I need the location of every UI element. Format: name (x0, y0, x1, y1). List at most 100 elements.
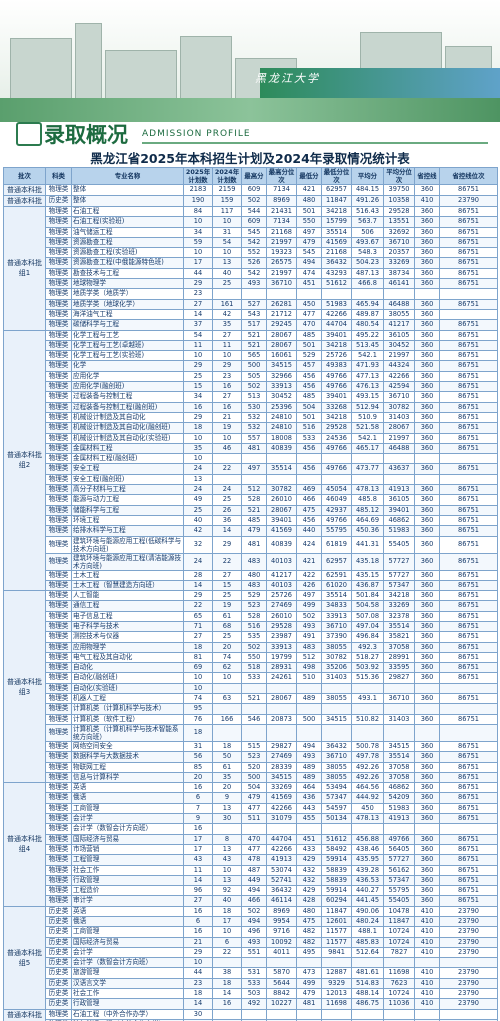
table-cell: 410 (414, 998, 440, 1010)
table-cell: 10 (183, 247, 213, 259)
table-cell (321, 682, 352, 695)
table-cell (351, 703, 384, 715)
batch-cell: 普通本科批组1 (3, 206, 46, 331)
table-cell: 10 (183, 957, 213, 969)
table-cell: 18 (212, 905, 242, 918)
table-cell: 360 (414, 494, 440, 506)
table-cell: 物理类 (45, 484, 72, 496)
table-cell: 历史类 (45, 998, 72, 1010)
table-cell: 63 (212, 693, 242, 705)
table-cell: 物理类 (45, 740, 72, 753)
table-cell: 471.93 (351, 360, 384, 372)
table-cell: 历史类 (45, 926, 72, 938)
table-cell: 563.7 (351, 216, 384, 228)
table-cell: 41217 (383, 319, 415, 331)
table-cell: 485 (296, 391, 322, 403)
major-cell: 会计学 (71, 946, 184, 959)
table-row: 物理类 地球物理学 29 25 493 36710 451 51612 466.8 46141 36… (4, 278, 498, 290)
table-cell: 14 (212, 525, 242, 537)
table-cell (351, 682, 384, 695)
table-cell: 360 (414, 391, 440, 403)
table-cell: 24 (183, 463, 213, 475)
table-cell: 499 (296, 600, 322, 612)
major-cell: 地球物理学 (71, 278, 184, 290)
table-cell: 518 (241, 662, 267, 674)
table-cell: 23 (183, 977, 213, 990)
table-cell: 17 (183, 843, 213, 856)
table-cell: 19323 (266, 247, 297, 259)
table-row: 物理类 建筑环境与能源应用工程(清洁能源技术方向班) 24 22 483 40103 421… (4, 552, 498, 571)
table-cell: 42 (183, 525, 213, 537)
major-cell: 海洋油气工程 (71, 308, 184, 321)
major-cell: 计算机类（软件工程） (71, 713, 184, 725)
table-cell: 59 (183, 236, 213, 249)
table-cell: 23790 (439, 977, 498, 990)
table-cell: 29 (183, 411, 213, 424)
table-row: 物理类 高分子材料与工程 24 24 512 30782 469 45054 478.13 419… (4, 484, 498, 496)
major-cell: 市场营销 (71, 843, 184, 856)
table-cell: 16061 (266, 350, 297, 362)
table-cell: 30782 (383, 401, 415, 413)
table-body: 普通本科批 物理类 整体 2183 2159 609 7134 421 62957 484.15 3… (3, 184, 498, 1021)
table-cell: 550 (241, 651, 267, 664)
table-cell: 46 (212, 442, 242, 455)
major-cell: 会计学 (71, 813, 184, 825)
table-cell: 360 (414, 360, 440, 372)
table-cell: 物理类 (45, 782, 72, 794)
major-cell: 电子信息工程 (71, 610, 184, 622)
table-cell: 410 (414, 926, 440, 938)
table-cell: 440 (296, 525, 322, 537)
table-cell: 360 (414, 620, 440, 633)
table-cell: 物理类 (45, 1008, 72, 1021)
table-cell: 51612 (321, 278, 352, 290)
table-cell: 360 (414, 713, 440, 725)
table-cell: 360 (414, 370, 440, 383)
table-cell: 479 (296, 236, 322, 249)
table-cell: 36710 (266, 278, 297, 290)
table-cell: 44704 (321, 319, 352, 331)
banner-grass (0, 98, 500, 122)
table-cell: 46488 (383, 298, 415, 310)
table-cell: 424 (296, 535, 322, 554)
table-cell: 532 (241, 411, 267, 424)
table-row: 物理类 通信工程 22 19 523 27469 499 34833 504.58 33269 36… (4, 600, 498, 612)
table-cell: 49766 (321, 514, 352, 527)
major-cell: 资源勘查工程 (71, 236, 184, 249)
table-cell: 488.1 (351, 926, 384, 938)
table-cell: 历史类 (45, 946, 72, 959)
table-cell: 61 (212, 761, 242, 773)
table-cell: 521.58 (351, 422, 384, 434)
table-cell (439, 308, 498, 321)
table-cell: 23790 (439, 195, 498, 207)
table-cell: 物理类 (45, 216, 72, 228)
table-row: 普通本科批组4 物理类 英语 16 20 504 33269 464 53494 464.56 46… (3, 782, 498, 907)
table-cell: 435.18 (351, 552, 384, 571)
table-cell: 360 (414, 579, 440, 592)
table-row: 普通本科批组2 物理类 化学工程与工艺 54 27 521 28067 485 39401 495… (3, 329, 498, 592)
table-cell: 469 (296, 484, 322, 496)
table-cell: 86751 (439, 751, 498, 763)
banner-stripe (260, 68, 500, 98)
table-cell (266, 682, 297, 695)
major-cell: 汉语言文学 (71, 977, 184, 990)
table-cell: 10227 (266, 998, 297, 1010)
table-cell: 360 (414, 802, 440, 815)
table-cell: 35 (212, 319, 242, 331)
table-cell: 15 (212, 579, 242, 592)
table-row: 历史类 工商管理 16 10 496 9716 482 11577 488.1 10724 410 2… (4, 926, 498, 938)
table-cell: 479 (296, 988, 322, 1000)
table-cell: 37058 (383, 761, 415, 773)
table-cell: 27 (212, 329, 242, 341)
table-cell: 544 (241, 205, 267, 218)
table-cell: 物理类 (45, 288, 72, 300)
table-cell: 10 (212, 247, 242, 259)
table-cell: 34833 (321, 600, 352, 612)
table-cell: 物理类 (45, 813, 72, 825)
table-cell: 56405 (383, 843, 415, 856)
table-cell: 16 (183, 782, 213, 794)
table-cell: 57347 (383, 579, 415, 592)
table-cell (212, 723, 242, 742)
table-cell: 496 (241, 926, 267, 938)
table-cell: 44 (183, 967, 213, 979)
table-cell: 557 (241, 432, 267, 444)
